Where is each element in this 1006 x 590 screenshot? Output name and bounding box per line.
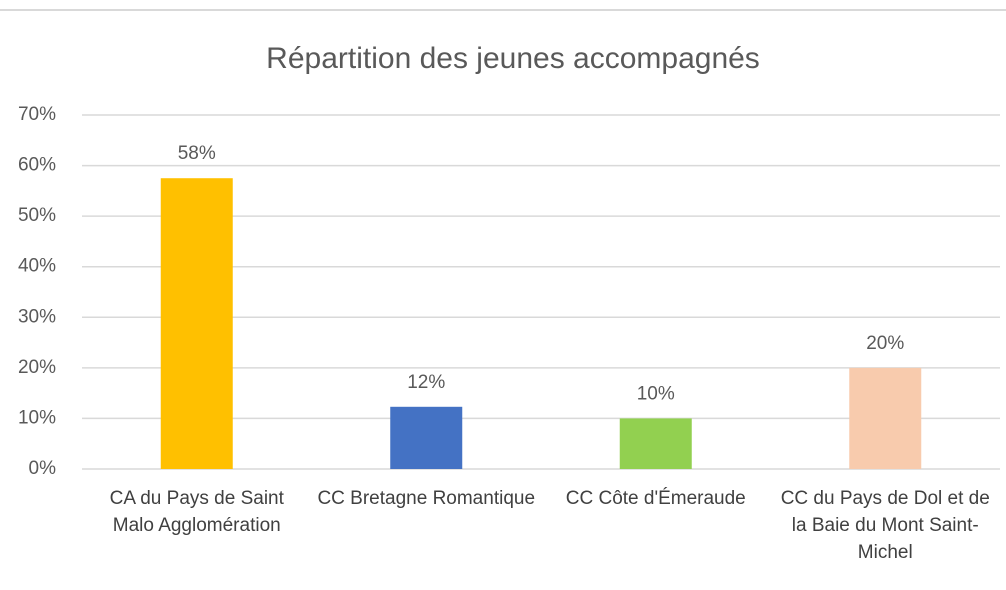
bar — [849, 367, 922, 469]
x-tick-label: CC du Pays de Dol et de la Baie du Mont … — [780, 488, 990, 563]
value-label: 10% — [637, 383, 675, 404]
y-tick-label: 60% — [18, 155, 56, 176]
y-tick-label: 0% — [29, 458, 57, 479]
y-tick-label: 40% — [18, 256, 56, 277]
bar — [619, 418, 692, 469]
y-tick-label: 20% — [18, 357, 56, 378]
value-label: 20% — [866, 333, 904, 354]
value-label: 58% — [178, 143, 216, 164]
x-tick-label: CC Bretagne Romantique — [317, 488, 536, 509]
y-tick-label: 10% — [18, 407, 56, 428]
bar — [160, 178, 233, 469]
value-label: 12% — [407, 372, 445, 393]
x-tick-label: CC Côte d'Émeraude — [565, 488, 746, 509]
y-tick-label: 70% — [18, 104, 56, 125]
x-tick-label: CA du Pays de Saint Malo Agglomération — [109, 488, 284, 536]
chart-title: Répartition des jeunes accompagnés — [266, 42, 760, 75]
y-tick-label: 30% — [18, 306, 56, 327]
bar — [390, 406, 463, 469]
y-tick-label: 50% — [18, 205, 56, 226]
